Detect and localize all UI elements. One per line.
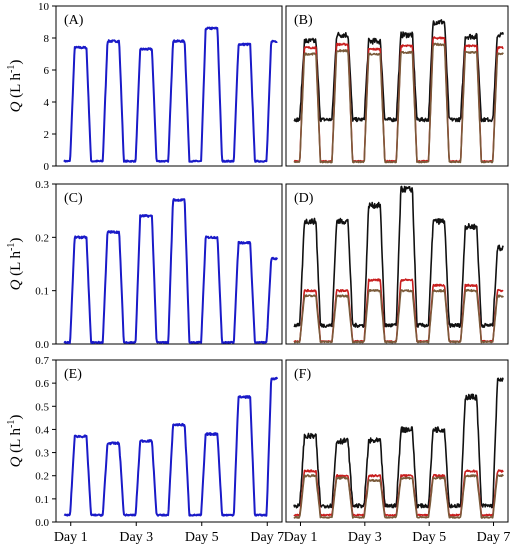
y-tick-label: 0.7: [35, 355, 49, 367]
plot-frame: [285, 5, 509, 167]
y-tick-label: 0.3: [35, 179, 49, 191]
y-tick-label: 0: [44, 161, 50, 173]
y-axis-label: Q (L h-1): [6, 415, 24, 468]
panel-d: (D): [285, 183, 509, 345]
series-line: [63, 198, 279, 344]
y-tick-label: 0.0: [35, 339, 49, 351]
panel-f: (F) Day 1 Day 3 Day 5 Day 7: [284, 359, 511, 545]
plot-frame: [285, 359, 509, 523]
panel-c: (C) 0.0 0.1 0.2 0.3 Q (L h-1): [6, 179, 283, 351]
y-tick-label: 0.3: [35, 448, 49, 460]
x-tick-label: Day 5: [412, 530, 446, 545]
panel-label: (F): [294, 367, 311, 382]
series-line: [293, 185, 504, 329]
y-tick-label: 0.1: [35, 494, 49, 506]
y-tick-label: 2: [44, 129, 50, 141]
x-tick-label: Day 7: [250, 530, 284, 545]
panel-b: (B): [285, 5, 509, 167]
plot-frame: [285, 183, 509, 345]
y-tick-label: 4: [44, 97, 50, 109]
series-line: [293, 19, 504, 123]
series-line: [293, 377, 504, 509]
x-tick-label: Day 1: [54, 530, 88, 545]
panel-label: (B): [294, 13, 313, 28]
plot-frame: [55, 5, 283, 167]
plot-frame: [55, 359, 283, 523]
x-tick-label: Day 3: [348, 530, 382, 545]
y-tick-label: 0.5: [35, 401, 49, 413]
x-tick-label: Day 3: [119, 530, 153, 545]
x-tick-label: Day 1: [284, 530, 318, 545]
y-tick-label: 0.1: [35, 286, 49, 298]
panel-label: (D): [294, 191, 314, 206]
y-tick-label: 0.6: [35, 378, 49, 390]
y-tick-label: 10: [38, 1, 50, 13]
x-tick-label: Day 7: [477, 530, 511, 545]
series-line: [293, 288, 504, 344]
y-tick-label: 0.4: [35, 424, 49, 436]
y-tick-label: 8: [44, 33, 50, 45]
plot-frame: [55, 183, 283, 345]
series-line: [293, 42, 504, 164]
series-line: [63, 26, 278, 163]
panel-label: (C): [64, 191, 83, 206]
series-line: [293, 473, 504, 519]
y-tick-label: 0.2: [35, 471, 49, 483]
x-tick-label: Day 5: [185, 530, 219, 545]
panel-label: (E): [64, 367, 82, 382]
panel-a: (A) 0 2 4 6 8 10 Q (L h-1): [6, 1, 283, 173]
series-line: [63, 376, 279, 517]
y-tick-label: 6: [44, 65, 50, 77]
panel-e: (E) 0.0 0.1 0.2 0.3 0.4 0.5 0.6 0.7 Day 1 Day 3 Day…: [6, 355, 284, 545]
y-axis-label: Q (L h-1): [6, 238, 24, 291]
y-tick-label: 0.2: [35, 232, 49, 244]
y-axis-label: Q (L h-1): [6, 60, 24, 113]
panel-label: (A): [64, 13, 84, 28]
y-tick-label: 0.0: [35, 517, 49, 529]
